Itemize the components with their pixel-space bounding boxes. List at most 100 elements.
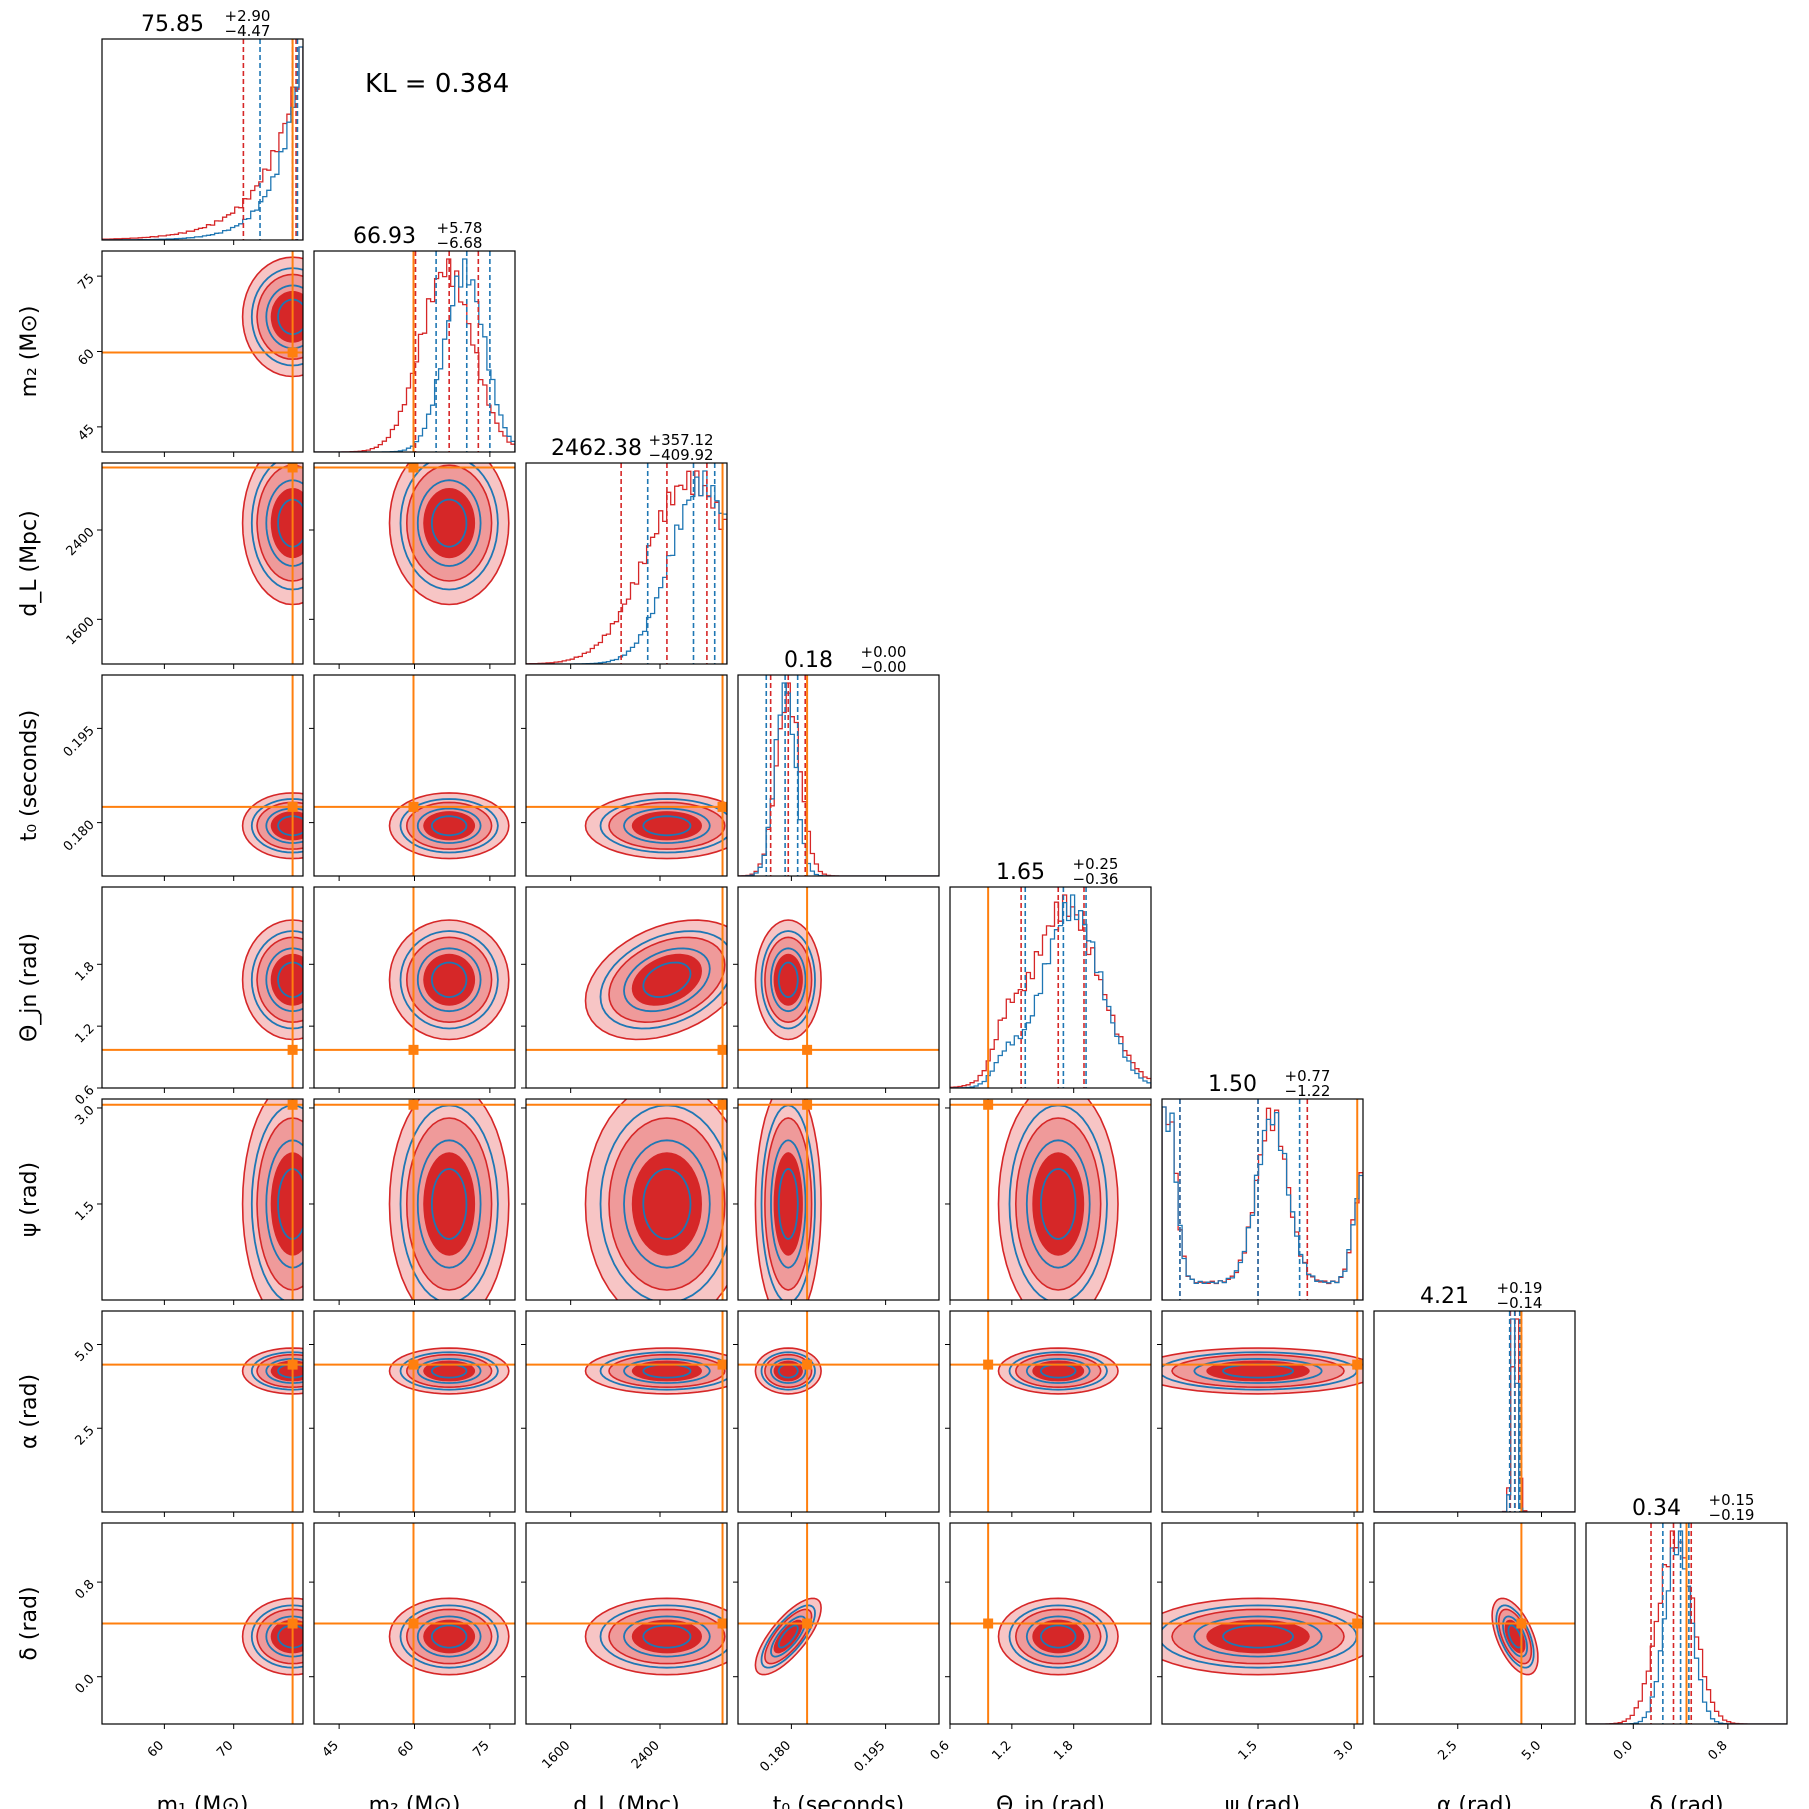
truth-marker [287, 463, 298, 473]
joint-panel-dL-m1: 1600 2400 [64, 462, 304, 669]
y-tick-label: 0.8 [72, 1577, 97, 1602]
contour-level [265, 1357, 303, 1384]
truth-marker [717, 801, 727, 812]
contour-level [1008, 1351, 1108, 1391]
contour-level [399, 1351, 499, 1391]
contour-level [277, 498, 303, 548]
x-axis-title-alpha: α (rad) [1437, 1793, 1512, 1809]
x-axis-title-m1: m₁ (M⊙) [157, 1793, 249, 1809]
truth-marker [287, 1044, 298, 1055]
contour-level [642, 815, 692, 837]
panel-frame [1161, 1310, 1364, 1513]
contour-level [250, 1351, 303, 1391]
contour-level [760, 1351, 816, 1391]
y-tick-label: 5.0 [72, 1340, 97, 1365]
truth-marker [287, 1099, 298, 1110]
marginal-title-plus: +0.15 [1709, 1491, 1755, 1509]
panel-frame [313, 250, 516, 453]
x-tick-label: 60 [395, 1738, 417, 1760]
marginal-title-plus: +2.90 [225, 7, 271, 25]
y-axis-title-delta: δ (rad) [17, 1586, 42, 1660]
joint-panel-delta-m2: 45 60 75 [309, 1522, 516, 1761]
marginal-panel-t0: 0.18 +0.00−0.00 [737, 643, 940, 881]
contour-level [1507, 1624, 1523, 1649]
contour-level [265, 1139, 303, 1269]
contour-level [265, 947, 303, 1013]
x-tick-label: 0.8 [1705, 1738, 1730, 1763]
joint-panel-theta_jn-t0 [733, 886, 940, 1093]
x-axis-title-m2: m₂ (M⊙) [369, 1793, 461, 1809]
joint-panel-alpha-theta_jn [945, 1310, 1152, 1517]
joint-panel-delta-m1: 60 70 0.0 0.8 [72, 1522, 304, 1761]
marginal-title-minus: −0.00 [861, 658, 907, 676]
contour-level [631, 953, 703, 1006]
joint-panel-alpha-m1: 2.5 5.0 [72, 1310, 304, 1517]
truth-marker [287, 801, 298, 812]
x-tick-label: 0.6 [928, 1738, 953, 1763]
marginal-panel-m1: 75.85 +2.90−4.47 [101, 7, 304, 245]
contour-level [270, 290, 303, 343]
contour-level [265, 284, 303, 350]
histogram-red [314, 258, 515, 452]
panel-frame [101, 1522, 304, 1725]
x-tick-label: 60 [145, 1738, 167, 1760]
y-tick-label: 2400 [64, 525, 98, 559]
contour-level [277, 961, 303, 999]
contour-level [623, 947, 711, 1013]
contour-level [777, 961, 799, 999]
marginal-title-plus: +0.25 [1073, 855, 1119, 873]
contour-level [642, 1624, 692, 1649]
joint-panel-psi-m2 [309, 1098, 516, 1305]
marginal-title-plus: +0.00 [861, 643, 907, 661]
joint-panel-alpha-m2 [309, 1310, 516, 1517]
x-axis-title-delta: δ (rad) [1649, 1793, 1723, 1809]
y-tick-label: 1.5 [72, 1199, 97, 1224]
joint-panel-psi-m1: 1.5 3.0 [72, 1098, 304, 1305]
marginal-title-plus: +0.19 [1497, 1279, 1543, 1297]
y-tick-label: 45 [75, 422, 97, 444]
contour-level [1008, 1604, 1108, 1669]
histogram-blue [1374, 1318, 1575, 1512]
contour-level [1222, 1624, 1295, 1649]
panel-frame [101, 38, 304, 241]
panel-frame [525, 1522, 728, 1725]
truth-marker [408, 1618, 419, 1629]
contour-level [1039, 1167, 1077, 1240]
y-tick-label: 1600 [64, 614, 98, 648]
contour-level [430, 498, 468, 548]
marginal-title-plus: +5.78 [437, 219, 483, 237]
truth-marker [408, 463, 419, 473]
contour-level [250, 798, 303, 854]
joint-panel-theta_jn-m1: 0.61.21.8 [72, 886, 304, 1108]
x-axis-title-t0: t₀ (seconds) [773, 1793, 905, 1809]
contour-level [399, 798, 499, 854]
contour-level [250, 1104, 303, 1300]
marginal-title-minus: −0.19 [1709, 1506, 1755, 1524]
marginal-title-minus: −409.92 [649, 446, 714, 464]
truth-marker [802, 1618, 813, 1629]
contour-level [430, 961, 468, 999]
x-tick-label: 3.0 [1332, 1738, 1357, 1763]
truth-marker [717, 1359, 727, 1370]
y-axis-title-theta_jn: Θ_jn (rad) [17, 933, 42, 1042]
y-tick-label: 0.0 [72, 1672, 97, 1697]
truth-marker [287, 1618, 298, 1629]
y-tick-label: 60 [75, 347, 97, 369]
marginal-panel-delta: 0.34 +0.15−0.19 0.0 0.8 [1585, 1491, 1788, 1763]
panel-frame [737, 886, 940, 1089]
truth-marker [408, 1044, 419, 1055]
contour-level [265, 479, 303, 567]
x-tick-label: 5.0 [1519, 1738, 1544, 1763]
contour-level [777, 1624, 799, 1649]
histogram-red [1374, 1318, 1575, 1512]
truth-marker [1352, 1618, 1363, 1629]
contour-level [250, 463, 303, 591]
contour-level [1039, 1624, 1077, 1649]
joint-panel-t0-dL [521, 674, 728, 881]
histogram-blue [314, 258, 515, 452]
y-axis-title-t0: t₀ (seconds) [17, 710, 42, 842]
truth-marker [983, 1359, 994, 1370]
histogram-red [950, 894, 1151, 1088]
panel-frame [1161, 1522, 1364, 1725]
contour-level [1025, 1615, 1091, 1658]
